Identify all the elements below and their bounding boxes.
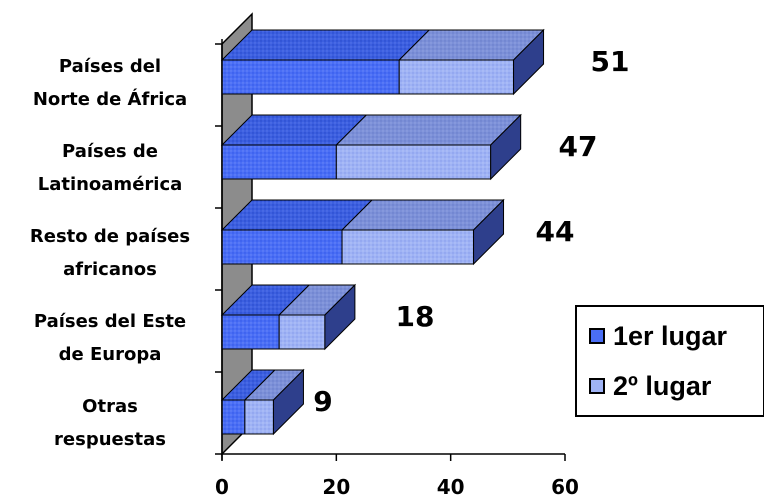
- bar-end-4: [272, 368, 304, 436]
- bar-top-0-0: [220, 29, 431, 61]
- category-label-2-line-0: Resto de países: [30, 226, 190, 247]
- bar-1-series-0: [221, 144, 337, 180]
- category-label-0-line-0: Países del: [59, 56, 161, 77]
- bar-3-series-0: [221, 314, 280, 350]
- bar-2-series-0: [221, 229, 343, 265]
- bar-3-series-1: [278, 314, 326, 350]
- total-label-2: 44: [536, 215, 575, 248]
- category-label-4-line-0: Otras: [82, 396, 138, 417]
- bar-4-series-1: [244, 399, 274, 435]
- x-axis: 0 20 40 60: [215, 39, 579, 498]
- total-label-4: 9: [313, 385, 332, 418]
- category-label-3-line-1: de Europa: [59, 344, 162, 365]
- category-label-1-line-1: Latinoamérica: [38, 174, 183, 195]
- bar-end-2: [473, 198, 505, 266]
- x-tick-label-40: 40: [437, 475, 465, 498]
- total-labels: 51 47 44 18 9: [313, 45, 629, 418]
- legend-item-1er-lugar: 1er lugar: [589, 321, 727, 351]
- category-labels: Países del Norte de África Países de Latino…: [30, 56, 190, 450]
- total-label-0: 51: [591, 45, 630, 78]
- bar-1-series-1: [335, 144, 492, 180]
- legend-label-2o-lugar: 2º lugar: [613, 370, 712, 401]
- category-label-3-line-0: Países del Este: [34, 311, 186, 332]
- total-label-1: 47: [559, 130, 598, 163]
- legend-swatch-1er-lugar: [589, 328, 605, 344]
- bars-group: [220, 28, 545, 436]
- bar-4-series-0: [221, 399, 246, 435]
- bar-0-series-1: [398, 59, 515, 95]
- legend-swatch-2o-lugar: [589, 378, 605, 394]
- category-label-0-line-1: Norte de África: [33, 88, 187, 110]
- legend: 1er lugar 2º lugar: [575, 305, 764, 417]
- total-label-3: 18: [396, 300, 435, 333]
- category-label-1-line-0: Países de: [62, 141, 158, 162]
- x-tick-label-0: 0: [215, 475, 229, 498]
- x-tick-label-60: 60: [551, 475, 579, 498]
- category-label-2-line-1: africanos: [63, 259, 157, 280]
- bar-end-0: [513, 28, 545, 96]
- bar-2-series-1: [341, 229, 475, 265]
- bar-end-3: [324, 283, 356, 351]
- bar-top-1-1: [335, 114, 522, 146]
- legend-item-2o-lugar: 2º lugar: [589, 371, 711, 401]
- category-label-4-line-1: respuestas: [54, 429, 166, 450]
- x-tick-label-20: 20: [322, 475, 350, 498]
- bar-0-series-0: [221, 59, 400, 95]
- bar-end-1: [490, 113, 522, 181]
- legend-label-1er-lugar: 1er lugar: [613, 320, 728, 351]
